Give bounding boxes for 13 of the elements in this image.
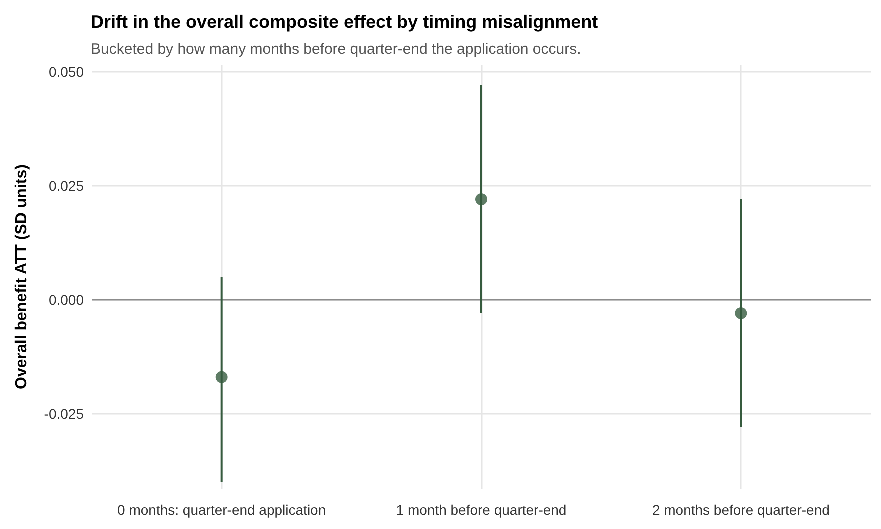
y-tick-label: 0.050 — [48, 64, 84, 80]
x-tick-label: 0 months: quarter-end application — [118, 502, 326, 518]
chart-title: Drift in the overall composite effect by timing misalignment — [91, 12, 598, 32]
chart-subtitle: Bucketed by how many months before quarter-end the application occurs. — [91, 41, 582, 58]
point — [735, 307, 748, 320]
y-tick-label: -0.025 — [44, 406, 84, 422]
y-tick-label: 0.025 — [48, 178, 84, 194]
point — [476, 193, 488, 206]
y-tick-label: 0.000 — [48, 292, 84, 308]
y-axis-title: Overall benefit ATT (SD units) — [14, 164, 30, 390]
x-tick-label: 2 months before quarter-end — [652, 502, 830, 518]
x-tick-label: 1 month before quarter-end — [396, 502, 567, 518]
point — [216, 371, 228, 384]
